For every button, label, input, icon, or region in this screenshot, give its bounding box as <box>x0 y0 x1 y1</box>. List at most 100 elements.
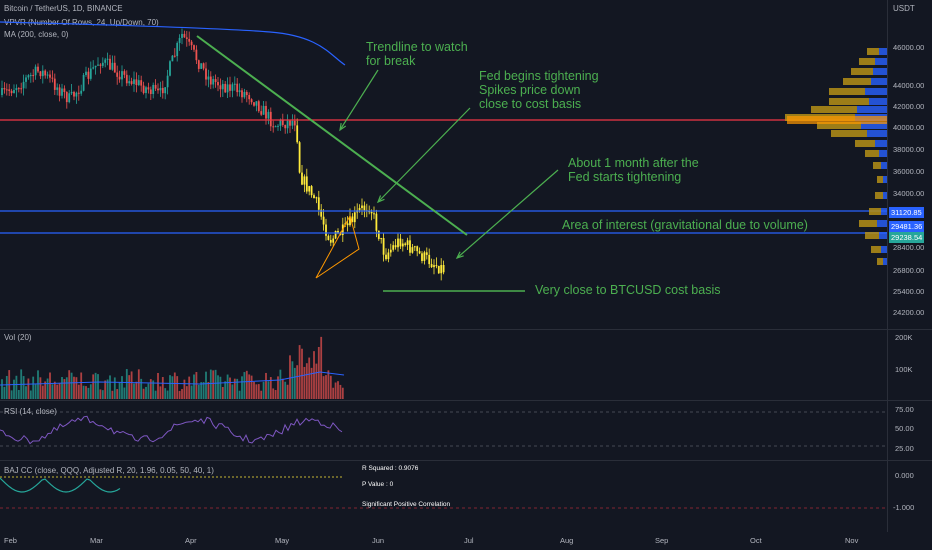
annotation-month[interactable]: About 1 month after the Fed starts tight… <box>568 156 699 184</box>
candle-body <box>101 62 104 66</box>
vpvr-indicator-label[interactable]: VPVR (Number Of Rows, 24, Up/Down, 70) <box>4 18 159 27</box>
candle-body <box>260 111 263 115</box>
volume-bar <box>128 375 131 399</box>
candle-body <box>125 74 128 84</box>
annotation-trendline[interactable]: Trendline to watch for break <box>366 40 468 68</box>
volume-bar <box>327 370 330 399</box>
candle-body <box>238 90 241 93</box>
volume-bar <box>82 385 85 399</box>
volume-bar <box>301 348 303 399</box>
pane-divider-cc[interactable] <box>0 460 932 461</box>
volume-bar <box>265 372 267 399</box>
candle-body <box>293 120 296 126</box>
volume-bar <box>80 372 83 399</box>
vpvr-bar-down <box>875 192 883 199</box>
volume-bar <box>224 381 227 399</box>
candle-body <box>152 84 155 95</box>
volume-bar <box>269 377 272 399</box>
candle-body <box>65 92 68 103</box>
volume-bar <box>104 380 107 399</box>
pane-divider-rsi[interactable] <box>0 400 932 401</box>
candle-body <box>370 211 373 214</box>
volume-bar <box>332 387 335 399</box>
volume-bar <box>109 375 111 399</box>
volume-bar <box>61 377 63 399</box>
volume-bar <box>46 378 49 399</box>
volume-bar <box>68 370 71 399</box>
candle-body <box>32 75 35 77</box>
rsi-indicator-label[interactable]: RSI (14, close) <box>4 407 57 416</box>
candle-body <box>171 55 174 62</box>
volume-indicator-label[interactable]: Vol (20) <box>4 333 32 342</box>
candle-body <box>116 72 119 77</box>
candle-body <box>301 172 303 185</box>
chart-symbol-title[interactable]: Bitcoin / TetherUS, 1D, BINANCE <box>4 4 123 13</box>
candle-body <box>118 76 121 80</box>
vpvr-bar-down <box>829 88 865 95</box>
price-badge: 31120.85 <box>889 207 924 218</box>
volume-bar <box>190 385 193 399</box>
candle-body <box>253 102 255 106</box>
volume-bar <box>308 357 311 399</box>
candle-body <box>377 230 380 239</box>
cc-line <box>0 477 121 493</box>
candle-body <box>433 265 435 268</box>
volume-bar <box>166 390 169 399</box>
vpvr-bar-up <box>883 176 887 183</box>
candle-body <box>423 252 426 261</box>
time-tick: Jul <box>464 536 474 545</box>
candle-body <box>416 246 419 252</box>
pane-divider-volume[interactable] <box>0 329 932 330</box>
volume-bar <box>325 375 327 399</box>
time-tick: Jun <box>372 536 385 545</box>
volume-bar <box>77 384 80 399</box>
candle-body <box>442 265 445 273</box>
annotation-area-of-interest[interactable]: Area of interest (gravitational due to v… <box>562 218 808 232</box>
annotation-month-line2: Fed starts tightening <box>568 170 682 184</box>
candle-body <box>58 87 61 96</box>
candle-body <box>406 240 409 245</box>
candle-body <box>250 99 253 103</box>
volume-bar <box>322 376 325 399</box>
annotation-trendline-line2: for break <box>366 54 416 68</box>
rsi-tick-50: 50.00 <box>895 424 914 433</box>
volume-bar <box>123 387 126 399</box>
candle-body <box>130 81 133 84</box>
annotation-cost-basis[interactable]: Very close to BTCUSD cost basis <box>535 283 721 297</box>
ma-indicator-label[interactable]: MA (200, close, 0) <box>4 30 69 39</box>
candle-body <box>140 80 143 86</box>
candle-body <box>397 238 399 248</box>
volume-bar <box>195 372 198 399</box>
candle-body <box>200 63 203 69</box>
volume-bar <box>298 345 301 399</box>
volume-bar <box>272 388 275 399</box>
vpvr-bar-down <box>877 176 883 183</box>
volume-bar <box>13 379 15 399</box>
volume-tick-200k: 200K <box>895 333 913 342</box>
volume-bar <box>293 367 296 399</box>
vpvr-bar-down <box>877 258 883 265</box>
candle-body <box>61 88 63 96</box>
candle-body <box>20 88 23 90</box>
candle-body <box>435 265 438 267</box>
candle-body <box>332 238 335 243</box>
cc-r-squared: R Squared : 0.9076 <box>362 465 419 472</box>
candle-body <box>325 224 327 236</box>
volume-bar <box>214 369 217 399</box>
vpvr-bar-up <box>881 208 887 215</box>
candle-body <box>346 223 349 226</box>
candle-body <box>85 71 87 76</box>
candle-body <box>133 79 135 84</box>
candle-body <box>185 37 188 39</box>
volume-bar <box>99 389 102 399</box>
candle-body <box>53 78 56 90</box>
time-tick: Nov <box>845 536 859 545</box>
candle-body <box>169 61 171 76</box>
cc-indicator-label[interactable]: BAJ CC (close, QQQ, Adjusted R, 20, 1.96… <box>4 466 214 475</box>
volume-bar <box>245 370 248 399</box>
candle-body <box>440 265 443 274</box>
annotation-fed[interactable]: Fed begins tightening Spikes price down … <box>479 69 599 111</box>
volume-bar <box>44 381 47 399</box>
volume-bar <box>147 383 150 399</box>
